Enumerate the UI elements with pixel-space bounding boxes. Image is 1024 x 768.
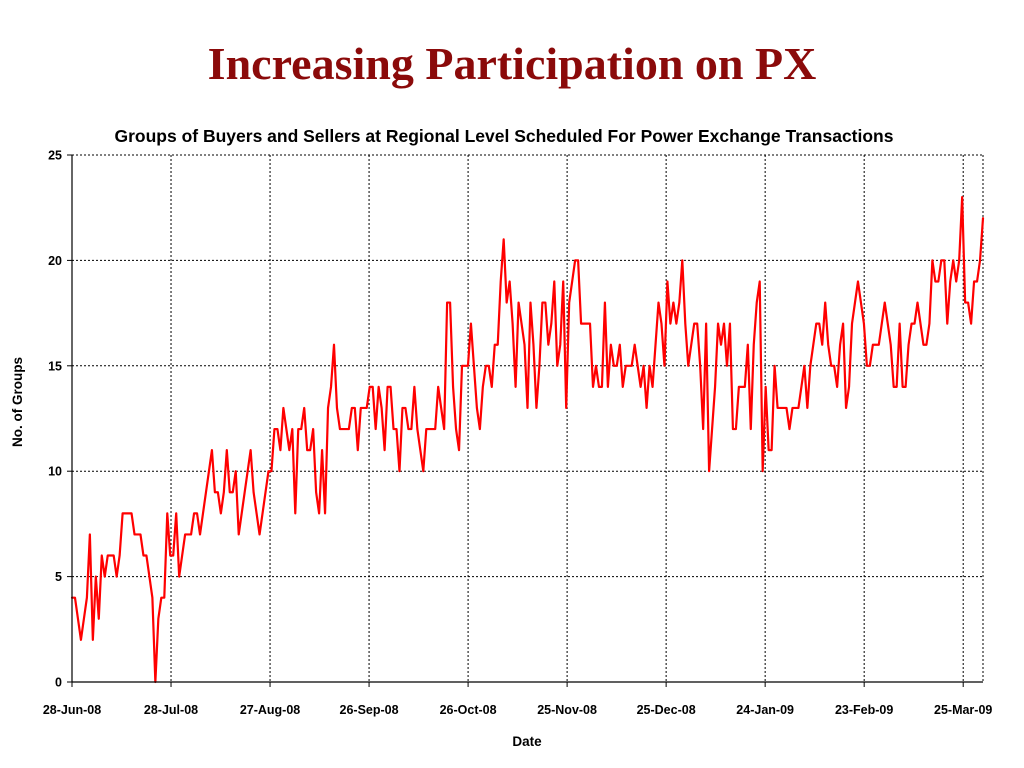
x-tick-label: 25-Nov-08 <box>537 703 597 717</box>
axes: 0 5 10 15 20 25 28-Jun-08 28-Jul-08 27-Aug-08 26-… <box>43 149 993 718</box>
x-axis-title: Date <box>512 734 542 749</box>
y-axis-title: No. of Groups <box>10 357 25 447</box>
y-tick-label: 10 <box>48 465 62 479</box>
series-layer <box>70 196 985 684</box>
x-tick-label: 27-Aug-08 <box>240 703 300 717</box>
series-line <box>70 196 985 684</box>
x-tick-label: 26-Oct-08 <box>440 703 497 717</box>
slide-title: Increasing Participation on PX <box>207 38 817 89</box>
x-tick-label: 25-Dec-08 <box>637 703 696 717</box>
y-tick-label: 5 <box>55 570 62 584</box>
y-tick-label: 15 <box>48 359 62 373</box>
y-tick-label: 0 <box>55 676 62 690</box>
chart-title: Groups of Buyers and Sellers at Regional… <box>115 126 894 146</box>
x-tick-label: 25-Mar-09 <box>934 703 992 717</box>
y-tick-label: 20 <box>48 254 62 268</box>
x-tick-label: 23-Feb-09 <box>835 703 893 717</box>
x-tick-label: 28-Jul-08 <box>144 703 198 717</box>
x-tick-label: 28-Jun-08 <box>43 703 101 717</box>
x-tick-label: 24-Jan-09 <box>736 703 794 717</box>
y-tick-label: 25 <box>48 149 62 163</box>
x-tick-label: 26-Sep-08 <box>340 703 399 717</box>
gridlines <box>72 154 984 682</box>
